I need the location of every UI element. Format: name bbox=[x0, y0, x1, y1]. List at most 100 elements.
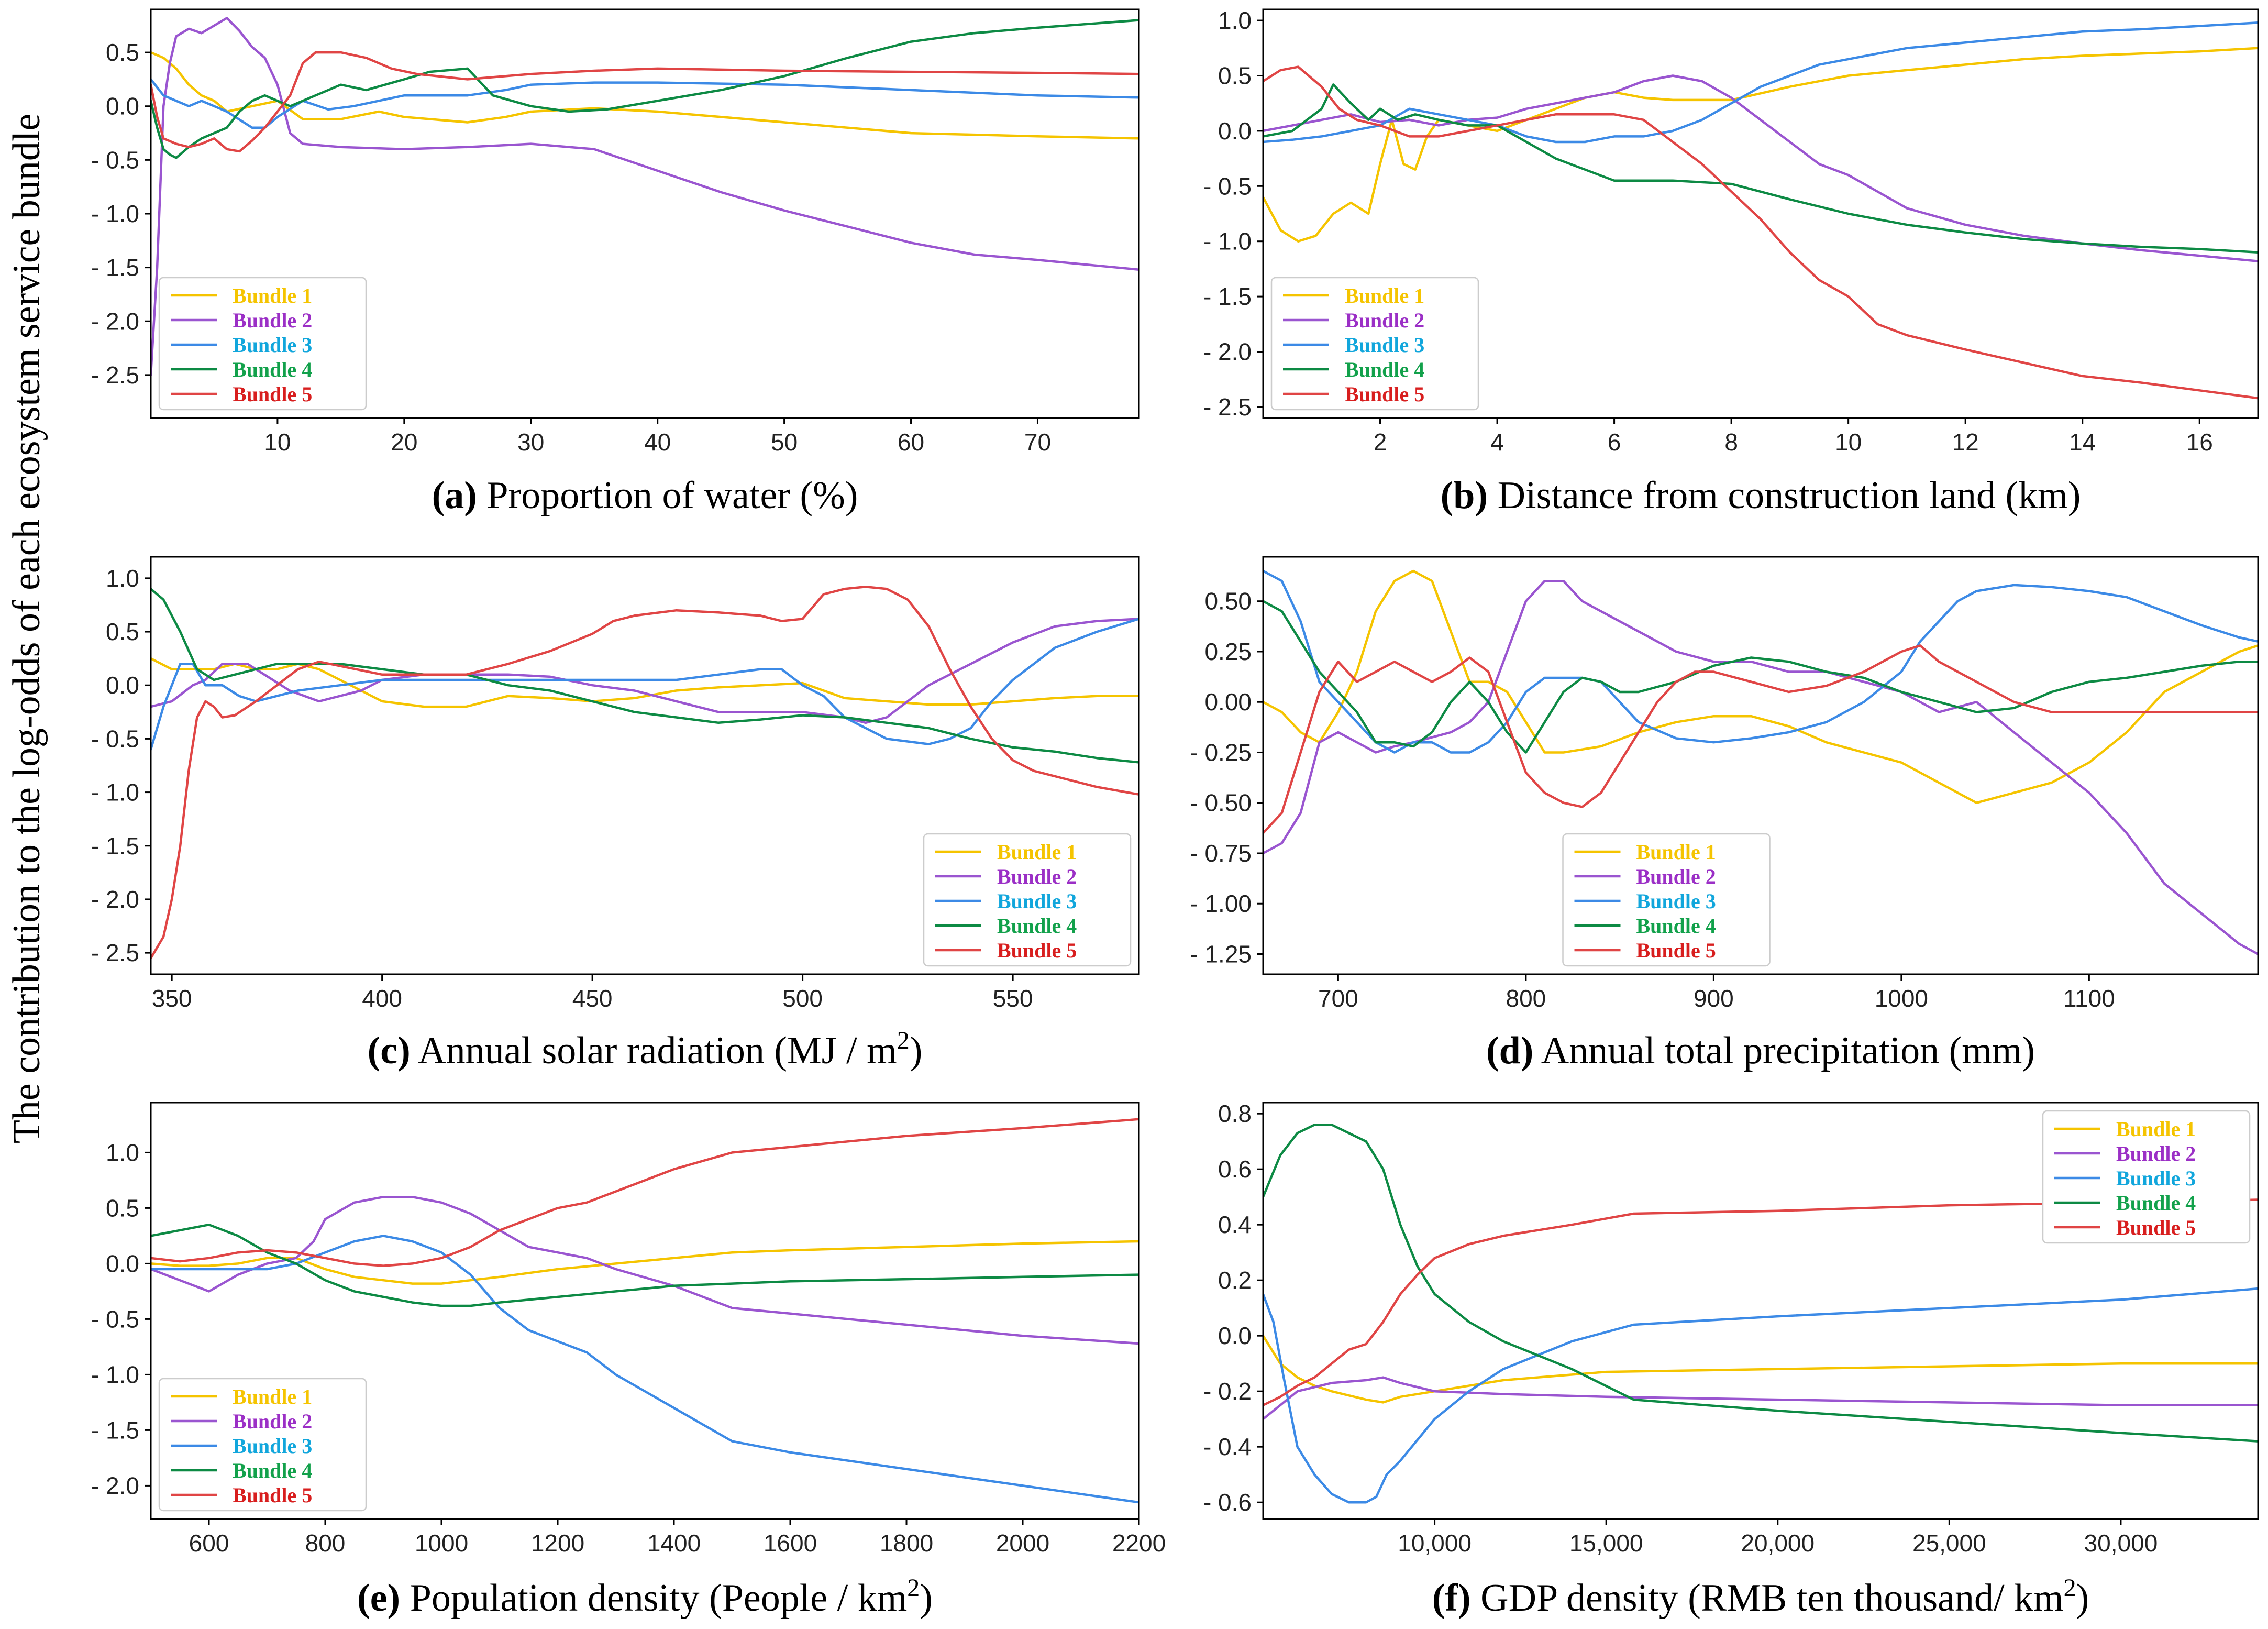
x-axis-label: Population density (People / km bbox=[400, 1577, 907, 1620]
chart-panel-c: 350 400 450 500 550 1.0 0.5 0.0 - 0.5 - 1.0 - 1.5 -… bbox=[91, 556, 1140, 1072]
y-tick-label: - 0.4 bbox=[1203, 1433, 1252, 1460]
x-axis-label-end: ) bbox=[910, 1029, 923, 1072]
x-axis-label-superscript: 2 bbox=[907, 1574, 920, 1602]
y-tick-label: - 1.0 bbox=[91, 200, 139, 227]
x-tick-label: 350 bbox=[152, 985, 192, 1012]
series-line-bundle-2 bbox=[151, 1195, 1139, 1345]
legend-entry-label: Bundle 3 bbox=[1345, 333, 1424, 357]
y-tick-label: 0.8 bbox=[1218, 1100, 1252, 1127]
x-tick-label: 12 bbox=[1952, 428, 1979, 456]
x-tick-label: 2000 bbox=[996, 1529, 1049, 1557]
legend-entry-label: Bundle 1 bbox=[2116, 1117, 2196, 1141]
panel-letter: (b) bbox=[1441, 474, 1488, 517]
axes-frame bbox=[150, 1102, 1140, 1520]
x-tick-label: 20 bbox=[391, 428, 417, 456]
legend-entry-label: Bundle 5 bbox=[2116, 1216, 2196, 1239]
legend-entry-label: Bundle 4 bbox=[233, 358, 312, 381]
y-tick-label: 1.0 bbox=[106, 565, 139, 592]
legend-entry-label: Bundle 4 bbox=[1345, 358, 1424, 381]
x-tick-label: 10 bbox=[1835, 428, 1862, 456]
series-line-bundle-4 bbox=[1263, 600, 2258, 754]
x-tick-label: 20,000 bbox=[1741, 1529, 1815, 1557]
y-tick-label: - 2.5 bbox=[91, 361, 139, 389]
x-tick-label: 2 bbox=[1374, 428, 1387, 456]
y-tick-label: 1.0 bbox=[1218, 7, 1252, 34]
x-axis-label: Annual solar radiation (MJ / m bbox=[411, 1029, 897, 1072]
y-tick-label: - 0.25 bbox=[1190, 739, 1252, 766]
y-tick-label: - 2.5 bbox=[1203, 393, 1252, 421]
panels: 10 20 30 40 50 60 70 0.5 0.0 - 0.5 - 1.0 - 1.5 - 2.0… bbox=[91, 7, 2259, 1620]
x-tick-label: 800 bbox=[305, 1529, 346, 1557]
series-group bbox=[151, 585, 1139, 960]
x-axis-label-end: ) bbox=[920, 1577, 933, 1620]
x-tick-label: 450 bbox=[572, 985, 613, 1012]
series-line-bundle-4 bbox=[1263, 1124, 2258, 1443]
y-tick-label: - 2.0 bbox=[1203, 338, 1252, 366]
panel-caption: (b) Distance from construction land (km) bbox=[1441, 474, 2081, 517]
y-tick-label: - 0.5 bbox=[91, 1305, 139, 1333]
legend-entry-label: Bundle 1 bbox=[233, 284, 312, 307]
legend-entry-label: Bundle 3 bbox=[233, 333, 312, 357]
legend-entry-label: Bundle 5 bbox=[233, 382, 312, 406]
legend-box bbox=[158, 277, 367, 411]
series-line-bundle-3 bbox=[1263, 21, 2258, 144]
x-axis-label: Proportion of water (%) bbox=[477, 474, 858, 517]
series-line-bundle-5 bbox=[1263, 65, 2258, 400]
x-axis-label: Annual total precipitation (mm) bbox=[1533, 1029, 2035, 1072]
panel-caption: (d) Annual total precipitation (mm) bbox=[1486, 1029, 2035, 1072]
y-tick-label: - 2.0 bbox=[91, 1472, 139, 1499]
x-tick-label: 60 bbox=[898, 428, 924, 456]
y-tick-label: - 2.5 bbox=[91, 939, 139, 966]
legend-entry-label: Bundle 1 bbox=[997, 840, 1077, 864]
series-group bbox=[1263, 569, 2258, 955]
series-line-bundle-2 bbox=[151, 17, 1139, 377]
panel-letter: (f) bbox=[1432, 1577, 1471, 1620]
x-tick-label: 40 bbox=[644, 428, 671, 456]
y-tick-label: - 1.25 bbox=[1190, 940, 1252, 967]
y-tick-label: 0.25 bbox=[1204, 638, 1252, 665]
axes-frame bbox=[150, 556, 1140, 975]
axes-frame bbox=[1262, 1102, 2259, 1520]
series-line-bundle-5 bbox=[151, 585, 1139, 960]
x-tick-label: 6 bbox=[1608, 428, 1621, 456]
series-line-bundle-2 bbox=[1263, 74, 2258, 262]
y-tick-label: 0.5 bbox=[106, 618, 139, 645]
y-tick-label: - 1.00 bbox=[1190, 890, 1252, 917]
x-tick-label: 10,000 bbox=[1398, 1529, 1472, 1557]
y-tick-label: 0.0 bbox=[106, 1250, 139, 1277]
series-line-bundle-5 bbox=[1263, 1198, 2258, 1406]
legend-entry-label: Bundle 3 bbox=[2116, 1166, 2196, 1190]
legend-entry-label: Bundle 4 bbox=[2116, 1191, 2196, 1215]
series-line-bundle-3 bbox=[1263, 569, 2258, 754]
y-tick-label: - 2.0 bbox=[91, 886, 139, 913]
legend-entry-label: Bundle 2 bbox=[2116, 1142, 2196, 1165]
series-line-bundle-3 bbox=[1263, 1287, 2258, 1504]
y-tick-label: - 2.0 bbox=[91, 307, 139, 335]
legend-box bbox=[923, 833, 1132, 967]
series-group bbox=[151, 1118, 1139, 1504]
legend-entry-label: Bundle 2 bbox=[1345, 309, 1424, 332]
panel-letter: (c) bbox=[368, 1029, 411, 1072]
x-tick-label: 800 bbox=[1506, 985, 1546, 1012]
panel-caption: (f) GDP density (RMB ten thousand/ km2) bbox=[1432, 1574, 2089, 1620]
panel-caption: (a) Proportion of water (%) bbox=[432, 474, 858, 517]
legend-entry-label: Bundle 3 bbox=[997, 889, 1077, 913]
y-tick-label: - 1.5 bbox=[91, 832, 139, 860]
y-tick-label: 0.2 bbox=[1218, 1267, 1252, 1294]
y-tick-label: - 1.0 bbox=[1203, 228, 1252, 255]
panel-letter: (d) bbox=[1486, 1029, 1533, 1072]
legend-box bbox=[2042, 1110, 2251, 1244]
y-tick-label: 0.0 bbox=[1218, 117, 1252, 145]
x-tick-label: 550 bbox=[993, 985, 1033, 1012]
legend-entry-label: Bundle 1 bbox=[233, 1385, 312, 1408]
x-tick-label: 2200 bbox=[1112, 1529, 1166, 1557]
series-group bbox=[1263, 21, 2258, 400]
y-tick-label: - 0.5 bbox=[91, 146, 139, 173]
panel-letter: (a) bbox=[432, 474, 477, 517]
axes-frame bbox=[1262, 8, 2259, 419]
series-line-bundle-3 bbox=[151, 618, 1139, 751]
